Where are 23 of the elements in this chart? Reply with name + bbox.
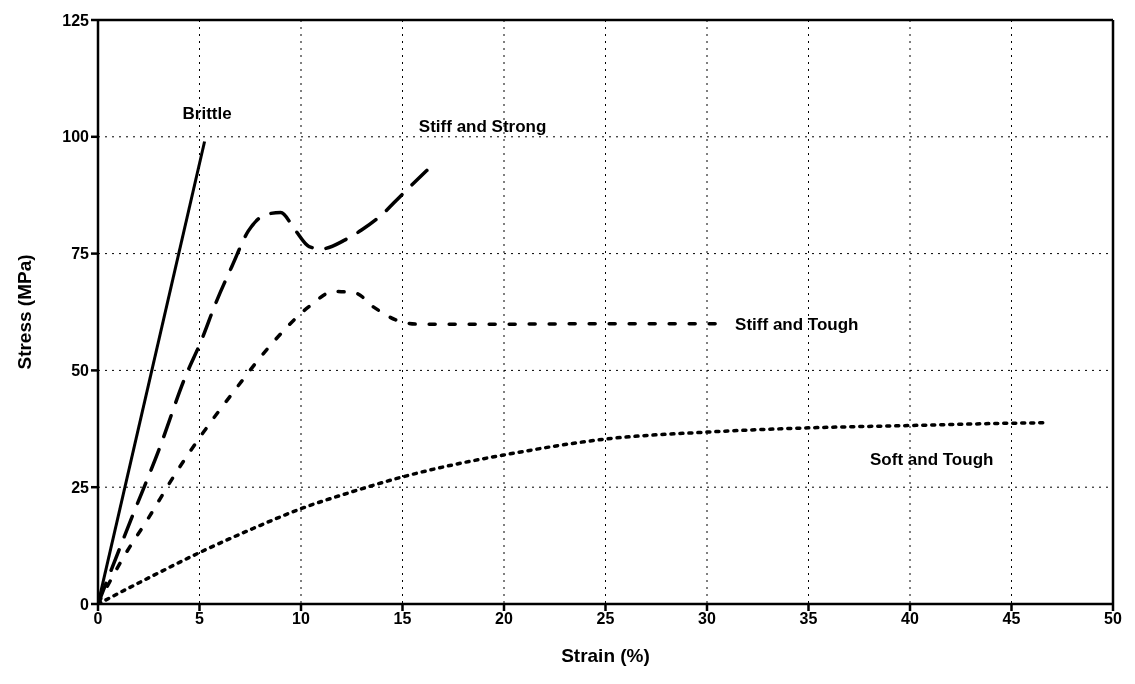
- x-tick-label: 45: [1002, 610, 1021, 628]
- x-tick-label: 10: [292, 610, 310, 628]
- x-tick-label: 35: [799, 610, 818, 628]
- series-label: Brittle: [182, 104, 232, 124]
- series-label: Stiff and Tough: [735, 314, 859, 334]
- x-tick-label: 25: [596, 610, 615, 628]
- y-tick-label: 75: [71, 245, 90, 263]
- x-tick-label: 30: [698, 610, 716, 628]
- y-tick-label: 125: [62, 11, 90, 29]
- y-tick-label: 100: [62, 128, 90, 146]
- x-tick-label: 40: [901, 610, 919, 628]
- x-tick-label: 50: [1104, 610, 1122, 628]
- x-tick-label: 15: [393, 610, 412, 628]
- x-tick-label: 0: [93, 610, 103, 628]
- y-tick-label: 50: [71, 362, 90, 380]
- y-tick-label: 25: [71, 478, 90, 496]
- series-label: Soft and Tough: [870, 449, 994, 469]
- x-axis-title: Strain (%): [561, 645, 650, 666]
- text: Stiff and Strong: [418, 117, 547, 137]
- y-tick-label: 0: [80, 595, 90, 613]
- x-tick-label: 5: [195, 610, 205, 628]
- x-tick-label: 20: [495, 610, 513, 628]
- y-axis-title: Stress (MPa): [13, 254, 35, 370]
